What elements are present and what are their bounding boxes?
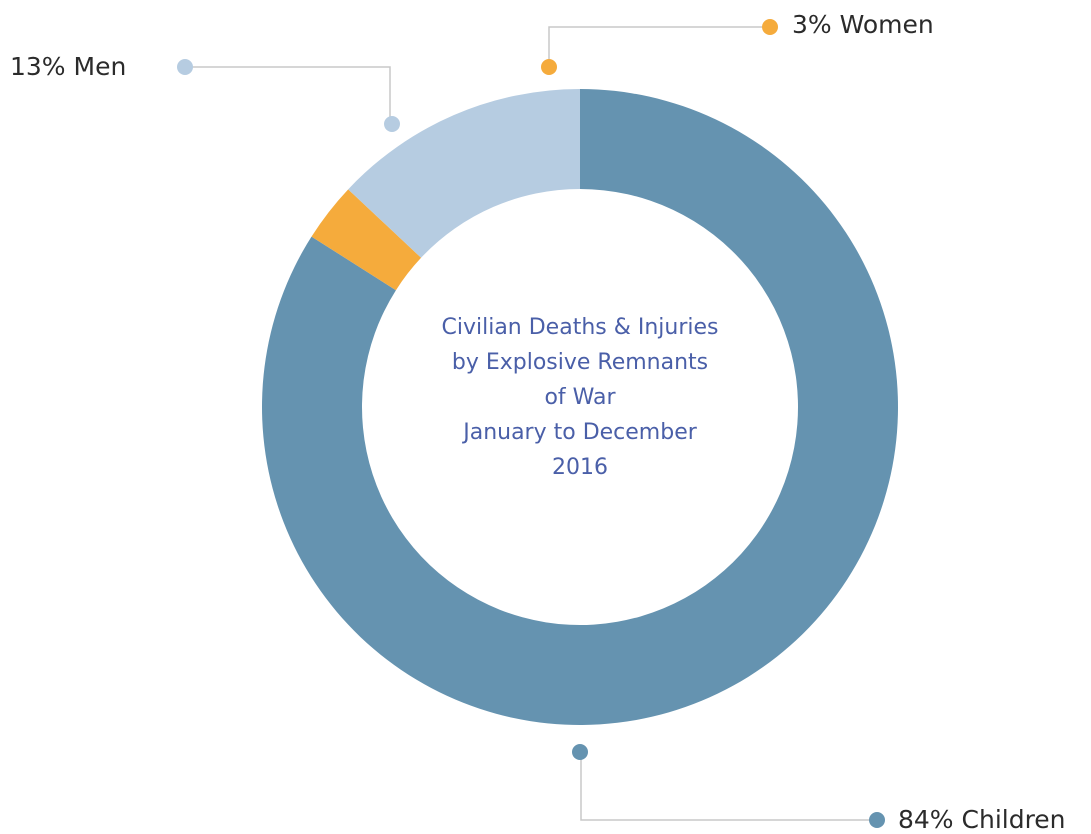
- chart-title-line-2: by Explosive Remnants: [451, 350, 709, 375]
- chart-title-line-3: of War: [544, 385, 616, 410]
- legend-dot-men-label: [177, 59, 193, 75]
- chart-title-line-4: January to December: [463, 420, 697, 445]
- chart-title-line-1: Civilian Deaths & Injuries: [441, 315, 719, 340]
- leader-line-men: [185, 66, 391, 122]
- slice-children: [261, 89, 898, 725]
- legend-dot-women-anchor: [541, 59, 557, 75]
- leader-line-children: [580, 752, 877, 821]
- label-children: 84% Children: [898, 805, 1066, 834]
- slice-women: [311, 189, 422, 291]
- chart-title-line-5: 2016: [552, 455, 608, 480]
- chart-title: Civilian Deaths & Injuries by Explosive …: [380, 310, 780, 485]
- legend-dot-children-label: [869, 812, 885, 828]
- callout-lines: [177, 19, 885, 828]
- legend-dot-women-label: [762, 19, 778, 35]
- label-women: 3% Women: [792, 10, 934, 39]
- legend-dot-men-anchor: [384, 116, 400, 132]
- legend-dot-children-anchor: [572, 744, 588, 760]
- leader-line-women: [548, 26, 770, 66]
- slice-men: [348, 89, 580, 258]
- donut-slices: [261, 89, 898, 725]
- label-men: 13% Men: [10, 52, 127, 81]
